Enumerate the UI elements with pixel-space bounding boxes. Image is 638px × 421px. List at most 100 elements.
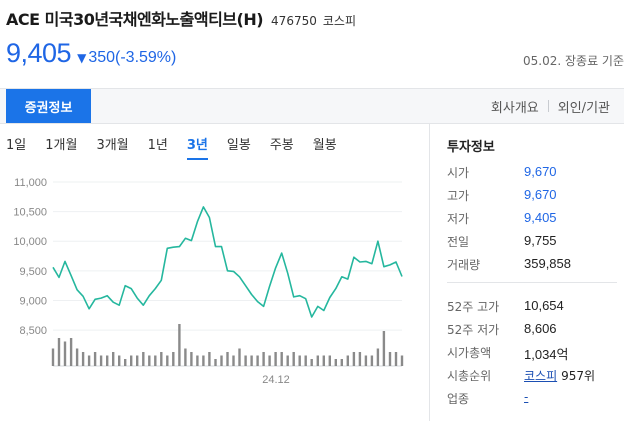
y-tick-label: 9,500 — [19, 266, 47, 278]
volume-bar — [124, 359, 127, 366]
info-row-volume: 거래량 359,858 — [447, 256, 571, 273]
volume-bar — [340, 359, 343, 366]
volume-bar — [298, 355, 301, 366]
volume-bar — [226, 352, 229, 366]
info-row-high: 고가 9,670 — [447, 187, 557, 204]
volume-bar — [160, 352, 163, 366]
market-rank-link[interactable]: 코스피 — [524, 369, 558, 383]
section-tabbar: 증권정보 회사개요 외인/기관 — [0, 88, 624, 124]
volume-bar — [328, 355, 331, 366]
info-row-low: 저가 9,405 — [447, 210, 557, 227]
period-tab-weekly[interactable]: 주봉 — [269, 138, 294, 153]
info-label: 거래량 — [447, 258, 481, 272]
volume-bar — [51, 348, 55, 366]
info-label: 전일 — [447, 235, 470, 249]
volume-bar — [292, 352, 295, 366]
volume-bar — [208, 352, 211, 366]
x-tick-label: 24.12 — [262, 374, 290, 386]
info-value: 9,405 — [524, 210, 557, 225]
volume-bar — [93, 352, 97, 366]
volume-bar — [310, 359, 313, 366]
period-tab-daily[interactable]: 일봉 — [226, 138, 251, 153]
price-row: 9,405 ▼ 350(-3.59%) — [6, 38, 176, 74]
tab-foreign-institution[interactable]: 외인/기관 — [557, 100, 610, 116]
info-divider — [447, 282, 617, 283]
volume-bar — [118, 355, 121, 366]
volume-bar — [346, 355, 349, 366]
volume-bar — [388, 352, 392, 366]
period-tab-1m[interactable]: 1개월 — [45, 138, 78, 153]
market-rank-value: 957위 — [561, 369, 596, 383]
current-price: 9,405 — [6, 38, 72, 68]
period-tab-1y[interactable]: 1년 — [147, 138, 168, 153]
price-chart[interactable]: 11,000 10,500 10,000 9,500 9,000 8,500 24.12 — [0, 164, 420, 421]
info-value: 9,670 — [524, 164, 557, 179]
volume-bar — [268, 355, 271, 366]
y-tick-label: 11,000 — [14, 177, 47, 189]
info-label: 52주 저가 — [447, 323, 500, 337]
volume-bar — [172, 352, 175, 366]
info-row-52w-low: 52주 저가 8,606 — [447, 321, 557, 338]
volume-bar — [316, 355, 319, 366]
tab-company-overview[interactable]: 회사개요 — [490, 100, 539, 116]
volume-bar — [322, 355, 325, 366]
info-row-open: 시가 9,670 — [447, 164, 557, 181]
volume-bar — [81, 352, 85, 366]
info-value: 9,670 — [524, 187, 557, 202]
volume-bar — [376, 348, 380, 366]
period-tab-3m[interactable]: 3개월 — [96, 138, 129, 153]
info-value: 8,606 — [524, 321, 557, 336]
volume-bar — [400, 355, 404, 366]
y-tick-label: 9,000 — [19, 295, 47, 307]
info-value: 9,755 — [524, 233, 557, 248]
volume-bar — [75, 348, 79, 366]
info-title: 투자정보 — [447, 140, 495, 155]
volume-bar — [166, 355, 169, 366]
volume-bar — [214, 359, 217, 366]
period-tabs: 1일 1개월 3개월 1년 3년 일봉 주봉 월봉 — [6, 134, 356, 160]
volume-bar — [220, 355, 223, 366]
volume-bar — [286, 355, 289, 366]
volume-bar — [202, 355, 205, 366]
investment-info-panel: 투자정보 시가 9,670 고가 9,670 저가 9,405 전일 9,755… — [431, 124, 624, 421]
volume-bar — [232, 355, 235, 366]
volume-bar — [99, 355, 103, 366]
info-label: 업종 — [447, 392, 470, 406]
volume-bar — [190, 352, 193, 366]
volume-bar — [87, 355, 91, 366]
volume-bar — [112, 352, 115, 366]
volume-bar — [262, 352, 265, 366]
price-change: 350(-3.59%) — [88, 49, 177, 66]
sector-link[interactable]: - — [524, 390, 529, 404]
volume-bar — [57, 338, 61, 366]
volume-bar — [142, 352, 145, 366]
info-row-market-cap: 시가총액 1,034억 — [447, 344, 569, 363]
volume-bar — [304, 355, 307, 366]
period-tab-1d[interactable]: 1일 — [6, 138, 27, 153]
down-arrow-icon: ▼ — [77, 51, 87, 65]
period-tab-monthly[interactable]: 월봉 — [312, 138, 337, 153]
volume-bar — [106, 355, 109, 366]
y-tick-label: 10,500 — [13, 207, 47, 219]
info-label: 시가총액 — [447, 346, 492, 360]
volume-bar — [370, 355, 374, 366]
info-label: 고가 — [447, 189, 470, 203]
chart-panel: 1일 1개월 3개월 1년 3년 일봉 주봉 월봉 11,000 10,500 10… — [0, 124, 430, 421]
volume-bar — [130, 355, 133, 366]
volume-bar — [178, 324, 181, 366]
y-tick-label: 10,000 — [13, 236, 47, 248]
info-label: 시가 — [447, 166, 470, 180]
info-row-market-rank: 시총순위 코스피 957위 — [447, 367, 595, 384]
stock-name: ACE 미국30년국채엔화노출액티브(H) — [6, 10, 264, 29]
stock-code: 476750 — [271, 14, 317, 28]
volume-bar — [63, 341, 67, 366]
volume-bar — [69, 338, 73, 366]
info-label: 52주 고가 — [447, 300, 500, 314]
volume-bar — [196, 355, 199, 366]
info-value: 359,858 — [524, 256, 571, 271]
volume-bar — [136, 355, 139, 366]
volume-bar — [364, 355, 368, 366]
market-name: 코스피 — [322, 14, 356, 28]
tab-stock-info[interactable]: 증권정보 — [6, 89, 91, 123]
period-tab-3y[interactable]: 3년 — [186, 134, 208, 160]
